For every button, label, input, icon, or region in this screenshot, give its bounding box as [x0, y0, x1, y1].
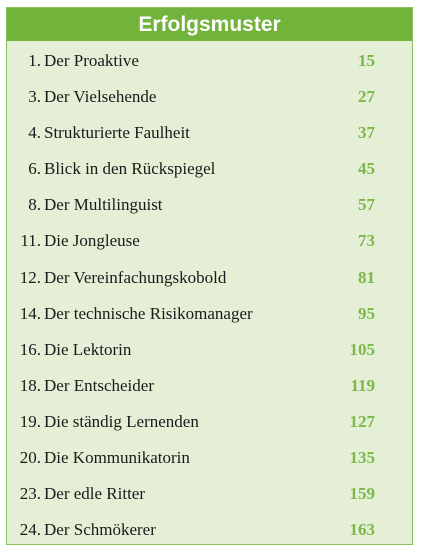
toc-entry[interactable]: 14. Der technische Risikomanager 95 [7, 296, 412, 332]
toc-entry[interactable]: 3. Der Vielsehende 27 [7, 79, 412, 115]
toc-title: Erfolgsmuster [7, 8, 412, 41]
entry-page: 73 [358, 231, 375, 251]
toc-entry[interactable]: 1. Der Proaktive 15 [7, 43, 412, 79]
toc-entry[interactable]: 4. Strukturierte Faulheit 37 [7, 115, 412, 151]
entry-number: 19. [19, 411, 41, 431]
entry-page: 81 [358, 267, 375, 287]
entry-title: Die Kommunikatorin [44, 448, 190, 468]
entry-number: 11. [20, 231, 41, 251]
entry-page: 95 [358, 303, 375, 323]
entry-number: 18. [19, 375, 41, 395]
toc-entry[interactable]: 19. Die ständig Lernenden 127 [7, 404, 412, 440]
entry-title: Der Vielsehende [44, 87, 157, 107]
entry-number: 8. [28, 195, 41, 215]
entry-title: Der Vereinfachungskobold [44, 267, 227, 287]
entry-page: 159 [349, 484, 376, 504]
toc-entry[interactable]: 23. Der edle Ritter 159 [7, 476, 412, 512]
entry-page: 27 [358, 87, 375, 107]
entry-number: 6. [28, 159, 41, 179]
toc-entry[interactable]: 18. Der Entscheider 119 [7, 368, 412, 404]
entry-number: 20. [19, 448, 41, 468]
toc-entry[interactable]: 6. Blick in den Rückspiegel 45 [7, 151, 412, 187]
entry-title: Der Multilinguist [44, 195, 163, 215]
entry-number: 16. [19, 339, 41, 359]
entry-number: 24. [19, 520, 41, 540]
entry-title: Der edle Ritter [44, 484, 146, 504]
entry-title: Der Schmökerer [44, 520, 156, 540]
entry-page: 163 [349, 520, 376, 540]
toc-entry[interactable]: 16. Die Lektorin 105 [7, 332, 412, 368]
entry-page: 135 [349, 448, 376, 468]
entry-title: Der Entscheider [44, 375, 154, 395]
entry-title: Der Proaktive [44, 51, 139, 70]
entry-number: 3. [28, 87, 41, 107]
toc-entry[interactable]: 8. Der Multilinguist 57 [7, 187, 412, 223]
table-of-contents: Erfolgsmuster 1. Der Proaktive 15 3. Der… [6, 7, 413, 545]
entry-page: 57 [358, 195, 375, 215]
entry-page: 15 [358, 51, 375, 70]
entry-page: 105 [349, 339, 376, 359]
entry-page: 37 [358, 123, 375, 143]
entry-title: Der technische Risikomanager [44, 303, 253, 323]
entry-number: 1. [28, 51, 41, 70]
entry-number: 4. [28, 123, 41, 143]
entry-title: Strukturierte Faulheit [44, 123, 190, 143]
entry-title: Blick in den Rückspiegel [44, 159, 216, 179]
toc-entry[interactable]: 11. Die Jongleuse 73 [7, 223, 412, 259]
entry-page: 119 [350, 375, 375, 395]
entry-title: Die ständig Lernenden [44, 411, 199, 431]
entry-number: 14. [19, 303, 41, 323]
toc-entry[interactable]: 24. Der Schmökerer 163 [7, 512, 412, 548]
entry-page: 45 [358, 159, 375, 179]
entry-page: 127 [349, 411, 376, 431]
entry-number: 23. [19, 484, 41, 504]
entry-title: Die Lektorin [44, 339, 132, 359]
toc-entry[interactable]: 20. Die Kommunikatorin 135 [7, 440, 412, 476]
toc-list: 1. Der Proaktive 15 3. Der Vielsehende 2… [7, 43, 412, 548]
toc-entry[interactable]: 12. Der Vereinfachungskobold 81 [7, 260, 412, 296]
entry-title: Die Jongleuse [44, 231, 140, 251]
entry-number: 12. [19, 267, 41, 287]
